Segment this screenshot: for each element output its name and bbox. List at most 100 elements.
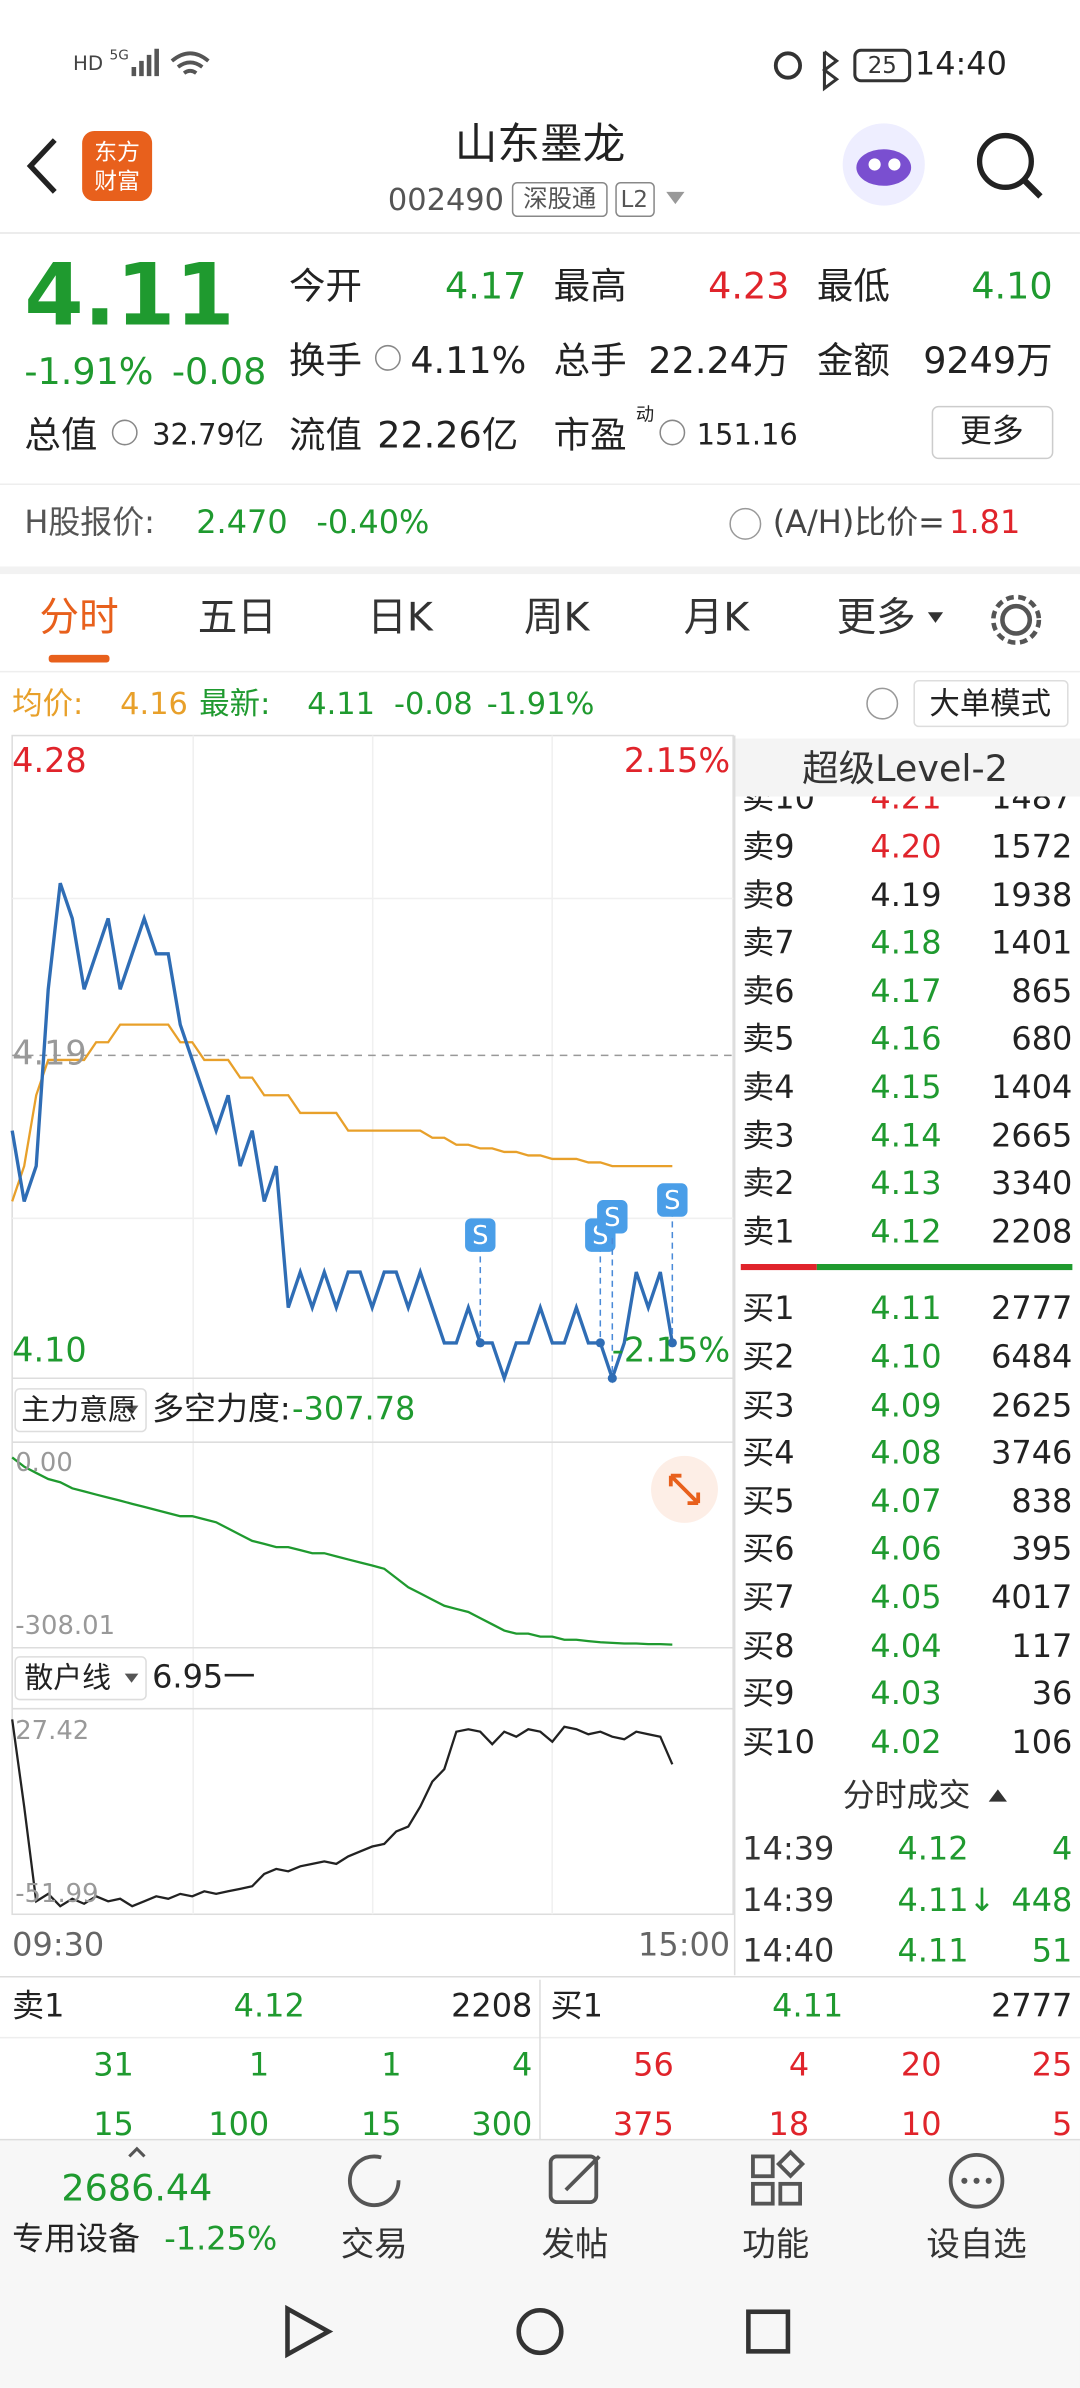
depth-cell: 15 bbox=[360, 2106, 402, 2144]
nav-item[interactable]: 功能 bbox=[742, 2226, 810, 2265]
decoration bbox=[666, 191, 685, 205]
order-volume: 2208 bbox=[991, 1213, 1073, 1250]
y-label: 4.10 bbox=[12, 1332, 87, 1371]
decoration bbox=[124, 1673, 139, 1683]
order-label: 买6 bbox=[742, 1531, 795, 1568]
change-pct: -1.91% bbox=[24, 349, 154, 393]
tab[interactable]: 五日 bbox=[197, 596, 277, 642]
trade-time: 14:39 bbox=[742, 1831, 835, 1868]
tag: 深股通 bbox=[523, 184, 597, 214]
order-label: 买2 bbox=[742, 1338, 795, 1376]
stat-value: 4.17 bbox=[445, 264, 527, 308]
mode-button[interactable]: 大单模式 bbox=[929, 685, 1052, 722]
order-volume: 1938 bbox=[991, 876, 1073, 914]
price: 4.11 bbox=[24, 247, 235, 347]
title-band bbox=[736, 738, 1080, 797]
trade-price: 4.12 bbox=[897, 1831, 969, 1868]
decoration bbox=[751, 2181, 775, 2206]
decoration bbox=[816, 1264, 1073, 1271]
indicator-line bbox=[11, 1456, 673, 1646]
signal-label: S bbox=[664, 1186, 680, 1216]
order-label: 卖4 bbox=[742, 1069, 795, 1106]
nav-item[interactable]: 交易 bbox=[340, 2226, 408, 2265]
more-button[interactable]: 更多 bbox=[959, 413, 1024, 450]
decoration bbox=[778, 2181, 802, 2206]
trade-price: 4.11↓ bbox=[897, 1882, 996, 1919]
decoration bbox=[128, 2146, 146, 2158]
h-change: -0.40% bbox=[316, 504, 430, 542]
order-label: 买8 bbox=[742, 1627, 795, 1664]
signal-dot bbox=[475, 1338, 485, 1348]
nav-item[interactable]: 发帖 bbox=[541, 2226, 609, 2265]
tab[interactable]: 日K bbox=[367, 596, 433, 642]
depth-cell: 100 bbox=[208, 2106, 270, 2144]
decoration bbox=[868, 158, 881, 171]
signal-box bbox=[657, 1183, 688, 1217]
index-change: -1.25% bbox=[164, 2220, 278, 2258]
decoration bbox=[14, 1388, 147, 1433]
decoration bbox=[285, 2304, 334, 2359]
depth-volume: 2777 bbox=[991, 1987, 1073, 2025]
tab[interactable]: 月K bbox=[683, 596, 750, 642]
latest-pct: -1.91% bbox=[486, 685, 595, 722]
status-icon: HD bbox=[73, 53, 104, 77]
signal-dot bbox=[607, 1373, 617, 1383]
tab[interactable]: 更多 bbox=[836, 596, 916, 642]
nav-bar bbox=[0, 2141, 1080, 2388]
order-price: 4.11 bbox=[870, 1290, 942, 1328]
order-price: 4.10 bbox=[870, 1338, 942, 1376]
stock-code: 002490 bbox=[387, 181, 505, 218]
depth-cell: 1 bbox=[248, 2047, 270, 2084]
stat-value: 151.16 bbox=[696, 418, 798, 452]
indicator-value: 6.95一 bbox=[152, 1659, 256, 1696]
order-label: 买10 bbox=[742, 1723, 815, 1761]
stat-label: 金额 bbox=[816, 338, 890, 382]
depth-cell: 4 bbox=[512, 2047, 533, 2084]
y-label: -308.01 bbox=[15, 1610, 116, 1642]
decoration bbox=[990, 594, 1042, 645]
order-price: 4.03 bbox=[870, 1675, 942, 1713]
decoration bbox=[988, 1789, 1007, 1802]
depth-price: 4.12 bbox=[233, 1987, 305, 2025]
index-value[interactable]: 2686.44 bbox=[61, 2166, 213, 2210]
decoration bbox=[564, 2155, 601, 2192]
indicator-label: 多空力度: bbox=[152, 1391, 291, 1428]
depth-cell: 10 bbox=[900, 2106, 942, 2144]
latest-change: -0.08 bbox=[393, 685, 473, 722]
stat-value: 32.79亿 bbox=[152, 418, 264, 452]
depth-cell: 56 bbox=[633, 2047, 674, 2084]
tab[interactable]: 分时 bbox=[39, 596, 119, 642]
stat-label: 最低 bbox=[816, 264, 890, 308]
decoration bbox=[511, 181, 608, 218]
order-price: 4.14 bbox=[870, 1117, 942, 1154]
battery: 25 bbox=[867, 51, 897, 80]
tab[interactable]: 周K bbox=[523, 596, 590, 642]
stat-value: 22.24万 bbox=[648, 338, 790, 382]
depth-cell: 1 bbox=[381, 2047, 402, 2084]
y-label: 4.28 bbox=[12, 742, 87, 781]
depth-cell: 300 bbox=[471, 2106, 533, 2144]
nav-item[interactable]: 设自选 bbox=[926, 2226, 1027, 2265]
y-label: -2.15% bbox=[611, 1332, 731, 1371]
decoration bbox=[14, 1656, 147, 1701]
decoration bbox=[124, 1405, 139, 1415]
decoration bbox=[1000, 603, 1033, 636]
order-price: 4.04 bbox=[870, 1627, 942, 1664]
depth-label: 卖1 bbox=[12, 1987, 65, 2025]
order-volume: 2625 bbox=[991, 1386, 1073, 1424]
order-label: 卖2 bbox=[742, 1165, 795, 1202]
depth-cell: 4 bbox=[788, 2047, 810, 2084]
decoration bbox=[26, 138, 57, 194]
y-label: 0.00 bbox=[15, 1447, 73, 1479]
status-icon: 5G bbox=[109, 48, 129, 64]
time-label: 09:30 bbox=[12, 1927, 105, 1964]
order-price: 4.20 bbox=[870, 828, 942, 866]
indicator-name: 散户线 bbox=[24, 1660, 112, 1695]
price-line bbox=[10, 882, 674, 1384]
decoration bbox=[516, 2307, 564, 2356]
logo-text: 财富 bbox=[94, 167, 140, 195]
depth-volume: 2208 bbox=[451, 1987, 533, 2025]
order-price: 4.19 bbox=[870, 876, 942, 914]
